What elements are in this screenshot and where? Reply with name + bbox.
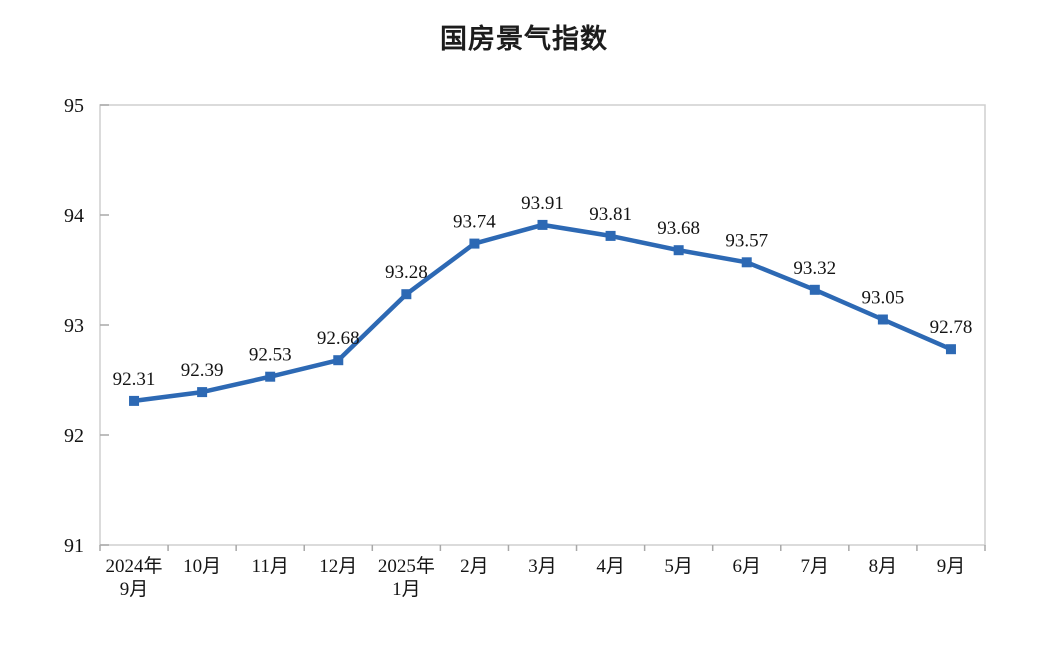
data-point-marker <box>129 395 140 406</box>
chart-title: 国房景气指数 <box>440 24 608 54</box>
x-axis-tick-label: 2025年 <box>378 555 435 577</box>
data-point-marker <box>809 284 820 295</box>
data-point-marker <box>197 387 208 398</box>
data-point-label: 93.74 <box>453 212 496 233</box>
data-point-marker <box>469 238 480 249</box>
y-axis-tick-label: 93 <box>64 315 84 337</box>
data-point-label: 93.05 <box>862 288 905 309</box>
data-point-label: 93.91 <box>521 193 564 214</box>
data-point-label: 93.57 <box>725 230 768 251</box>
data-point-label: 92.53 <box>249 345 292 366</box>
x-axis-tick-label: 8月 <box>869 556 898 577</box>
data-point-label: 93.28 <box>385 262 428 283</box>
data-point-marker <box>265 371 276 382</box>
x-axis-tick-label: 9月 <box>120 579 149 600</box>
data-point-marker <box>333 355 344 366</box>
data-point-marker <box>537 219 548 230</box>
y-axis-tick-label: 92 <box>64 425 84 447</box>
x-axis-tick-label: 2024年 <box>106 555 163 577</box>
data-point-marker <box>877 314 888 325</box>
data-point-label: 92.78 <box>930 317 973 338</box>
data-point-marker <box>741 257 752 268</box>
data-point-label: 92.39 <box>181 360 224 381</box>
x-axis-tick-label: 6月 <box>732 556 761 577</box>
x-axis-tick-label: 2月 <box>460 556 489 577</box>
data-point-label: 92.31 <box>113 369 156 390</box>
data-point-marker <box>605 230 616 241</box>
x-axis-tick-label: 4月 <box>596 556 625 577</box>
x-axis-tick-label: 12月 <box>319 556 357 577</box>
data-point-label: 93.68 <box>657 218 700 239</box>
series-line <box>131 222 954 404</box>
data-point-label: 92.68 <box>317 328 360 349</box>
data-point-marker <box>945 344 956 355</box>
plot-border <box>99 104 986 546</box>
y-axis-tick-label: 94 <box>64 205 84 227</box>
data-point-label: 93.81 <box>589 204 632 225</box>
x-axis-tick-label: 5月 <box>664 556 693 577</box>
x-axis-tick-label: 9月 <box>937 556 966 577</box>
x-axis-tick-label: 3月 <box>528 556 557 577</box>
y-axis-tick-label: 91 <box>64 535 84 557</box>
x-axis-tick-label: 10月 <box>183 556 221 577</box>
x-axis-tick-label: 1月 <box>392 579 421 600</box>
data-point-label: 93.32 <box>793 258 836 279</box>
data-point-marker <box>673 245 684 256</box>
data-point-marker <box>401 289 412 300</box>
x-axis-tick-label: 11月 <box>252 556 289 577</box>
y-axis-tick-label: 95 <box>64 95 84 117</box>
x-axis-tick-label: 7月 <box>801 556 830 577</box>
